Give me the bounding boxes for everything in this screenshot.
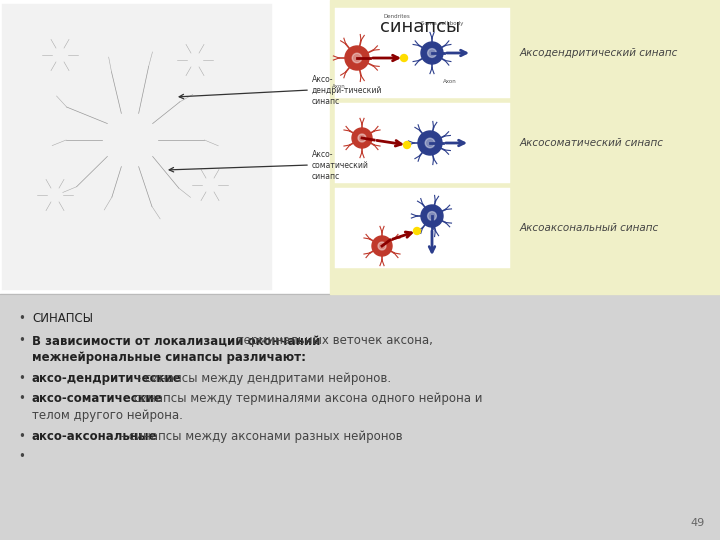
Text: Аксодендритический синапс: Аксодендритический синапс [520, 48, 678, 58]
Text: •: • [18, 372, 25, 385]
Circle shape [413, 227, 420, 234]
Circle shape [418, 131, 442, 155]
Bar [330, 0, 720, 294]
Circle shape [352, 53, 362, 63]
Circle shape [428, 49, 436, 57]
Text: - синапсы между дендритами нейронов.: - синапсы между дендритами нейронов. [132, 372, 391, 385]
Text: Axon: Axon [332, 84, 346, 89]
Circle shape [352, 128, 372, 148]
Circle shape [400, 55, 408, 62]
Text: межнейрональные синапсы различают:: межнейрональные синапсы различают: [32, 352, 306, 365]
Bar [335, 8, 510, 98]
Circle shape [345, 46, 369, 70]
Circle shape [421, 42, 443, 64]
Text: синапсы: синапсы [380, 18, 460, 36]
Text: Аксосоматический синапс: Аксосоматический синапс [520, 138, 664, 148]
Text: Аксо-
соматический
синапс: Аксо- соматический синапс [312, 150, 369, 181]
Text: аксо-аксональные: аксо-аксональные [32, 430, 158, 443]
Text: Аксо-
дендри-тический
синапс: Аксо- дендри-тический синапс [312, 75, 382, 106]
Text: терминальных веточек аксона,: терминальных веточек аксона, [233, 334, 433, 347]
Text: телом другого нейрона.: телом другого нейрона. [32, 409, 183, 422]
Text: аксо-соматические: аксо-соматические [32, 392, 163, 405]
Text: 49: 49 [690, 518, 705, 528]
Text: Soma cell body: Soma cell body [420, 21, 463, 26]
Text: СИНАПСЫ: СИНАПСЫ [32, 312, 93, 325]
Bar [335, 103, 510, 183]
Circle shape [403, 141, 410, 149]
Text: •: • [18, 392, 25, 405]
Text: •: • [18, 312, 25, 325]
Circle shape [426, 138, 435, 148]
Circle shape [372, 236, 392, 256]
Text: В зависимости от локализации окончаний: В зависимости от локализации окончаний [32, 334, 320, 347]
Circle shape [421, 205, 443, 227]
Text: •: • [18, 334, 25, 347]
Bar [0, 0, 720, 294]
Circle shape [428, 212, 436, 220]
Text: Dendrites: Dendrites [384, 14, 410, 19]
Bar [335, 188, 510, 268]
Text: •: • [18, 450, 25, 463]
Text: Аксоаксональный синапс: Аксоаксональный синапс [520, 223, 660, 233]
Text: - синапсы между аксонами разных нейронов: - синапсы между аксонами разных нейронов [117, 430, 402, 443]
Bar [0, 294, 720, 540]
Circle shape [378, 242, 386, 250]
Text: - синапсы между терминалями аксона одного нейрона и: - синапсы между терминалями аксона одног… [122, 392, 482, 405]
Text: •: • [18, 430, 25, 443]
Text: Axon: Axon [443, 79, 457, 84]
Bar [2, 4, 272, 291]
Circle shape [358, 134, 366, 142]
Text: аксо-дендритические: аксо-дендритические [32, 372, 181, 385]
